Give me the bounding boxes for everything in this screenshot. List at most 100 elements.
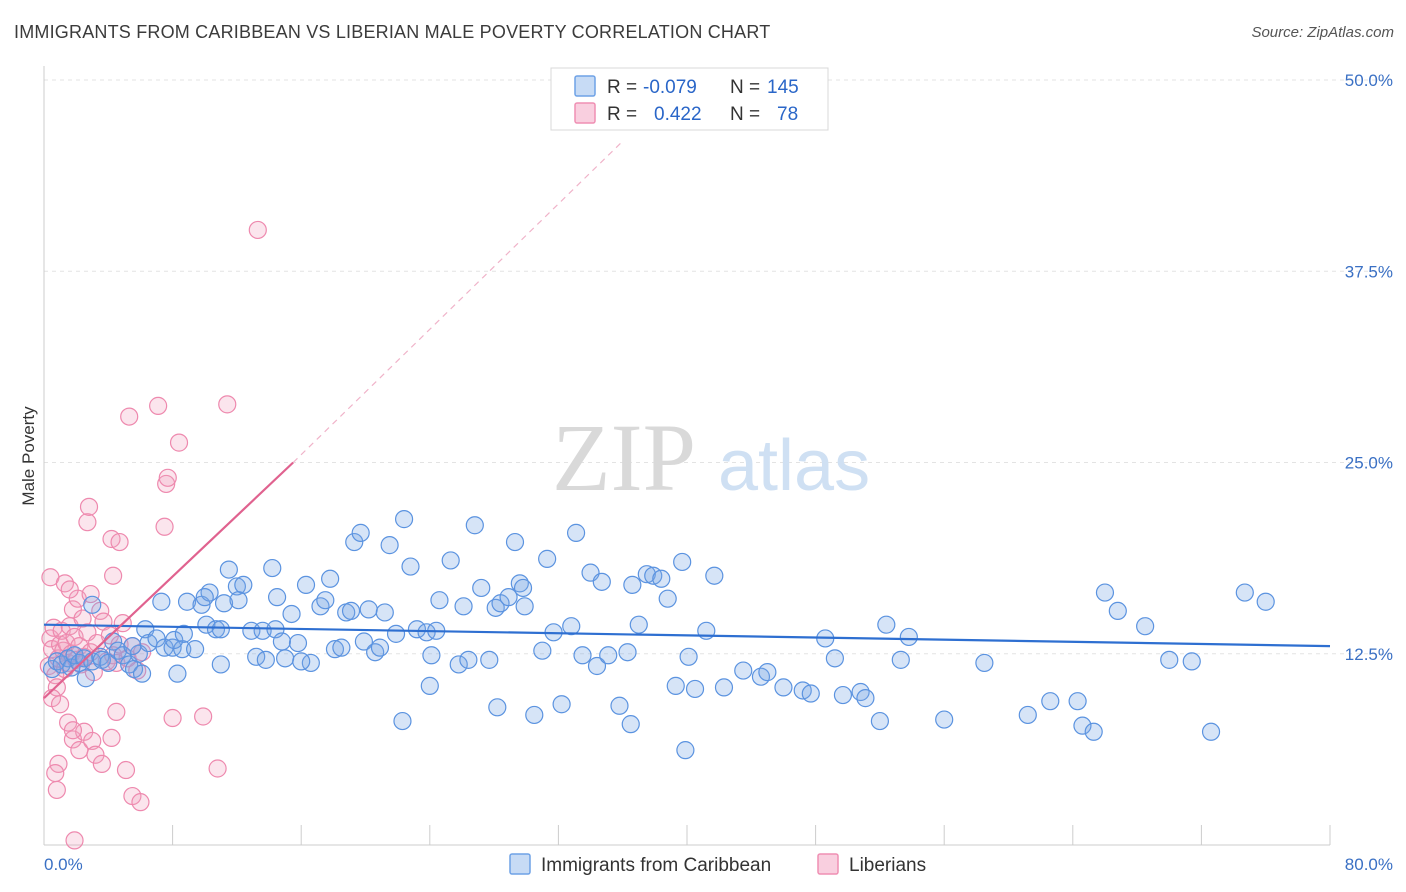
- caribbean-point: [637, 565, 656, 584]
- caribbean-point: [454, 597, 473, 616]
- caribbean-point: [234, 575, 253, 595]
- caribbean-point: [1256, 592, 1275, 611]
- caribbean-point: [380, 536, 399, 555]
- caribbean-point: [975, 653, 994, 673]
- legend-n-value-blue: 145: [767, 77, 799, 98]
- liberians-point: [86, 745, 105, 764]
- caribbean-point: [758, 663, 777, 682]
- caribbean-point: [113, 646, 132, 665]
- liberians-points: [39, 220, 267, 850]
- caribbean-point: [1160, 650, 1179, 669]
- liberians-point: [149, 396, 168, 415]
- caribbean-point: [870, 711, 890, 731]
- caribbean-point: [1235, 583, 1254, 602]
- caribbean-point: [515, 597, 534, 616]
- y-tick-label-1: 25.0%: [1345, 454, 1393, 473]
- caribbean-point: [856, 689, 875, 708]
- caribbean-point: [99, 653, 118, 673]
- caribbean-point: [214, 594, 234, 613]
- caribbean-point: [177, 592, 197, 611]
- caribbean-point: [276, 649, 295, 668]
- source-credit: Source: ZipAtlas.com: [1251, 24, 1394, 41]
- x-tick-label-min: 0.0%: [44, 855, 83, 874]
- trend-lines: [43, 140, 1331, 699]
- liberians-point: [47, 780, 66, 800]
- liberians-point: [194, 707, 213, 726]
- caribbean-point: [1073, 716, 1092, 735]
- caribbean-point: [420, 676, 439, 695]
- chart-title: IMMIGRANTS FROM CARIBBEAN VS LIBERIAN MA…: [14, 22, 771, 42]
- caribbean-point: [256, 650, 275, 669]
- caribbean-point: [345, 532, 364, 552]
- caribbean-point: [1068, 692, 1087, 711]
- caribbean-point: [833, 685, 853, 705]
- y-tick-label-0: 12.5%: [1345, 645, 1393, 664]
- caribbean-point: [566, 523, 586, 542]
- caribbean-point: [211, 620, 230, 639]
- caribbean-point: [652, 569, 671, 588]
- liberians-point: [218, 395, 237, 414]
- legend-bottom-label-caribbean: Immigrants from Caribbean: [541, 855, 771, 876]
- caribbean-point: [499, 588, 518, 607]
- caribbean-point: [206, 620, 226, 639]
- caribbean-point: [1136, 617, 1155, 636]
- caribbean-point: [386, 624, 406, 643]
- caribbean-point: [1108, 601, 1127, 621]
- caribbean-point: [449, 655, 468, 674]
- liberians-point: [107, 702, 126, 721]
- caribbean-point: [430, 591, 449, 610]
- caribbean-point: [441, 551, 460, 570]
- caribbean-point: [168, 664, 187, 683]
- caribbean-point: [354, 632, 373, 651]
- caribbean-point: [229, 591, 248, 610]
- liberians-trend-line: [43, 461, 294, 699]
- caribbean-point: [562, 617, 581, 636]
- legend-top: R = -0.079 N = 145 R = 0.422 N = 78: [550, 67, 829, 131]
- legend-swatch-blue: [574, 75, 596, 97]
- y-tick-label-3: 50.0%: [1345, 71, 1393, 90]
- caribbean-point: [714, 678, 734, 697]
- caribbean-point: [899, 627, 918, 647]
- liberians-point: [50, 695, 70, 714]
- caribbean-point: [1201, 722, 1221, 741]
- caribbean-point: [272, 632, 292, 651]
- caribbean-point: [774, 678, 793, 697]
- caribbean-point: [341, 601, 361, 621]
- liberians-point: [63, 600, 83, 619]
- caribbean-point: [174, 624, 193, 643]
- caribbean-point: [282, 604, 301, 624]
- liberians-point: [102, 728, 121, 748]
- caribbean-point: [465, 516, 484, 535]
- legend-n-value-pink: 78: [777, 104, 798, 125]
- liberians-point: [73, 609, 92, 628]
- caribbean-point: [292, 652, 311, 671]
- caribbean-point: [267, 588, 287, 607]
- caribbean-point: [533, 641, 552, 660]
- caribbean-point: [676, 741, 695, 760]
- caribbean-point: [316, 591, 335, 610]
- watermark-zip: ZIP: [552, 404, 696, 511]
- liberians-point: [79, 497, 99, 516]
- liberians-point: [169, 433, 189, 452]
- liberians-point: [116, 760, 136, 780]
- axes: [43, 66, 1331, 846]
- caribbean-point: [480, 650, 499, 669]
- legend-r-label-blue: R =: [607, 77, 637, 98]
- caribbean-trend-line: [43, 623, 1331, 648]
- liberians-point: [131, 793, 150, 812]
- caribbean-point: [1095, 583, 1115, 602]
- caribbean-point: [1084, 722, 1103, 741]
- caribbean-point: [359, 600, 378, 619]
- caribbean-point: [263, 558, 282, 578]
- liberians-point: [248, 220, 267, 240]
- caribbean-point: [587, 656, 607, 676]
- caribbean-point: [351, 523, 370, 542]
- liberians-point: [110, 532, 129, 552]
- caribbean-point: [825, 649, 844, 668]
- y-tick-label-2: 37.5%: [1345, 262, 1393, 281]
- liberians-point: [155, 517, 174, 536]
- legend-r-value-pink: 0.422: [654, 104, 702, 125]
- legend-bottom-swatch-pink: [817, 853, 839, 875]
- liberians-point: [63, 721, 83, 740]
- caribbean-point: [152, 592, 171, 611]
